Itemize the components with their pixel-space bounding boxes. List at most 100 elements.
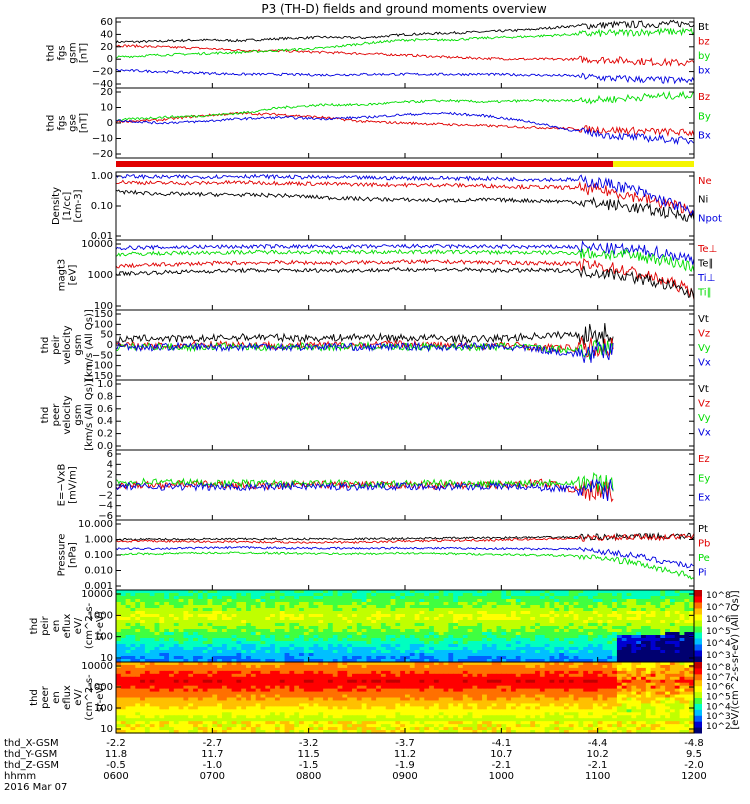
series-line-Ti∥ (116, 248, 694, 271)
y-axis-label-line: [mV/m] (68, 466, 79, 504)
colorbar-segment (694, 620, 702, 627)
series-line-Pi (116, 547, 694, 568)
legend-label: Vy (698, 413, 711, 424)
legend-label: Vx (698, 358, 711, 369)
series-line-by (116, 28, 694, 58)
legend-label: Bx (698, 131, 711, 142)
y-tick-label: 10000 (81, 239, 113, 250)
panel-peer_velocity: VtVzVyVx1.00.80.60.40.20.0thdpeervelocit… (40, 379, 711, 452)
y-axis-label-line: gsm (68, 42, 79, 63)
colorbar-tick-label: 10^7 (706, 603, 731, 613)
y-axis-label-line: [km/s (All Qs)] (84, 379, 95, 451)
y-axis-label-line: (cm^2-s- (84, 602, 95, 649)
series-line-Bz (116, 112, 694, 135)
colorbar-tick-label: 10^8 (706, 591, 731, 601)
y-tick-label: 60 (100, 17, 113, 28)
series-line-bx (116, 69, 694, 83)
series-line-Te∥ (116, 266, 694, 299)
y-axis-label-line: gsm (73, 404, 84, 425)
y-axis-label-line: [eV] (68, 265, 79, 286)
y-axis-label-line: eV/ (73, 617, 84, 634)
y-axis-label: thdpeirvelocitygsm[km/s (All Qs)] (40, 309, 95, 381)
legend-label: Npot (698, 213, 722, 224)
y-tick-label: 1.000 (84, 535, 113, 546)
y-axis-label: E=−VxB[mV/m] (57, 464, 79, 507)
panel-pressure: PtPbPePi10.0001.0000.1000.0100.001Pressu… (57, 519, 711, 592)
legend-label: Ey (698, 473, 710, 484)
y-axis-label-line: Density (51, 187, 62, 225)
y-axis-label-line: [cm-3] (73, 189, 84, 222)
y-tick-label: 0 (107, 118, 113, 129)
panel-peer_en_eflux: 10^810^710^610^510^410^310^2100001000100… (29, 661, 731, 735)
legend-label: Pb (698, 539, 710, 550)
series-line-Pt (116, 533, 694, 540)
y-tick-label: 0 (107, 54, 113, 65)
y-tick-label: −2 (98, 490, 113, 501)
series-line-Pe (116, 552, 694, 579)
y-tick-label: 0.100 (84, 550, 113, 561)
panel-peir_en_eflux: 10^810^710^610^510^410^310000100010010th… (29, 589, 731, 664)
y-axis-label-line: velocity (62, 325, 73, 364)
series-line-Bt (116, 20, 694, 43)
panel-frame (116, 520, 694, 590)
y-axis-label: thdfgsgsm[nT] (46, 42, 90, 63)
colorbar-tick-label: 10^3 (706, 651, 731, 661)
y-axis-label: Pressure[nPa] (57, 534, 79, 577)
y-tick-label: 1000 (88, 270, 113, 281)
series-line-By (116, 92, 694, 121)
y-axis-label-line: [km/s (All Qs)] (84, 309, 95, 381)
legend-label: Ex (698, 493, 710, 504)
y-tick-label: −20 (92, 67, 113, 78)
y-axis-label-line: eflux (62, 614, 73, 639)
legend-label: Bt (698, 22, 709, 33)
series-line-Vt (116, 323, 613, 345)
legend-label: Te⊥ (697, 244, 717, 255)
legend-label: Vz (698, 399, 710, 410)
legend-label: Bz (698, 92, 710, 103)
legend-label: Ti∥ (697, 288, 712, 299)
colorbar-segment (694, 638, 702, 645)
legend-label: Vz (698, 329, 710, 340)
y-axis-label-line: [1/cc] (62, 192, 73, 221)
y-tick-label: −50 (92, 350, 113, 361)
panel-frame (116, 380, 694, 450)
y-axis-label-line: velocity (62, 395, 73, 434)
colorbar-segment (694, 644, 702, 651)
colorbar-tick-label: 10^6 (706, 615, 731, 625)
y-axis-label-line: thd (40, 337, 51, 354)
y-tick-label: 10000 (81, 589, 113, 600)
panel-frame (116, 172, 694, 240)
y-tick-label: −10 (92, 134, 113, 145)
y-axis-label-line: peer (51, 403, 62, 427)
y-tick-label: 0.6 (97, 404, 113, 415)
legend-label: Ti⊥ (697, 273, 715, 284)
colorbar-segment (694, 632, 702, 639)
legend-label: bx (698, 66, 710, 77)
y-tick-label: 0.10 (91, 201, 113, 212)
y-axis-label: magt3[eV] (57, 259, 79, 292)
legend-label: Vx (698, 428, 711, 439)
legend-label: Te∥ (697, 259, 714, 270)
y-axis-label: thdpeervelocitygsm[km/s (All Qs)] (40, 379, 95, 451)
legend-label: By (698, 111, 711, 122)
y-axis-label-line: en (51, 620, 62, 633)
y-axis-label-line: fgs (57, 45, 68, 60)
legend-label: Ne (698, 176, 712, 187)
series-line-Te⊥ (116, 259, 694, 300)
colorbar-segment (694, 602, 702, 609)
y-axis-label-line: peir (51, 334, 62, 354)
legend-label: Vy (698, 343, 711, 354)
colorbar-segment (694, 608, 702, 615)
y-tick-label: 10.000 (78, 519, 113, 530)
y-axis-label-line: sr-eV) (95, 611, 106, 640)
y-axis-label: thdfgsgse[nT] (46, 113, 90, 133)
legend-label: Ni (698, 195, 708, 206)
colorbar-tick-label: 10^4 (706, 639, 731, 649)
y-axis-label: thdpeirenefluxeV/(cm^2-s-sr-eV) (29, 602, 106, 649)
y-tick-label: 0.010 (84, 566, 113, 577)
